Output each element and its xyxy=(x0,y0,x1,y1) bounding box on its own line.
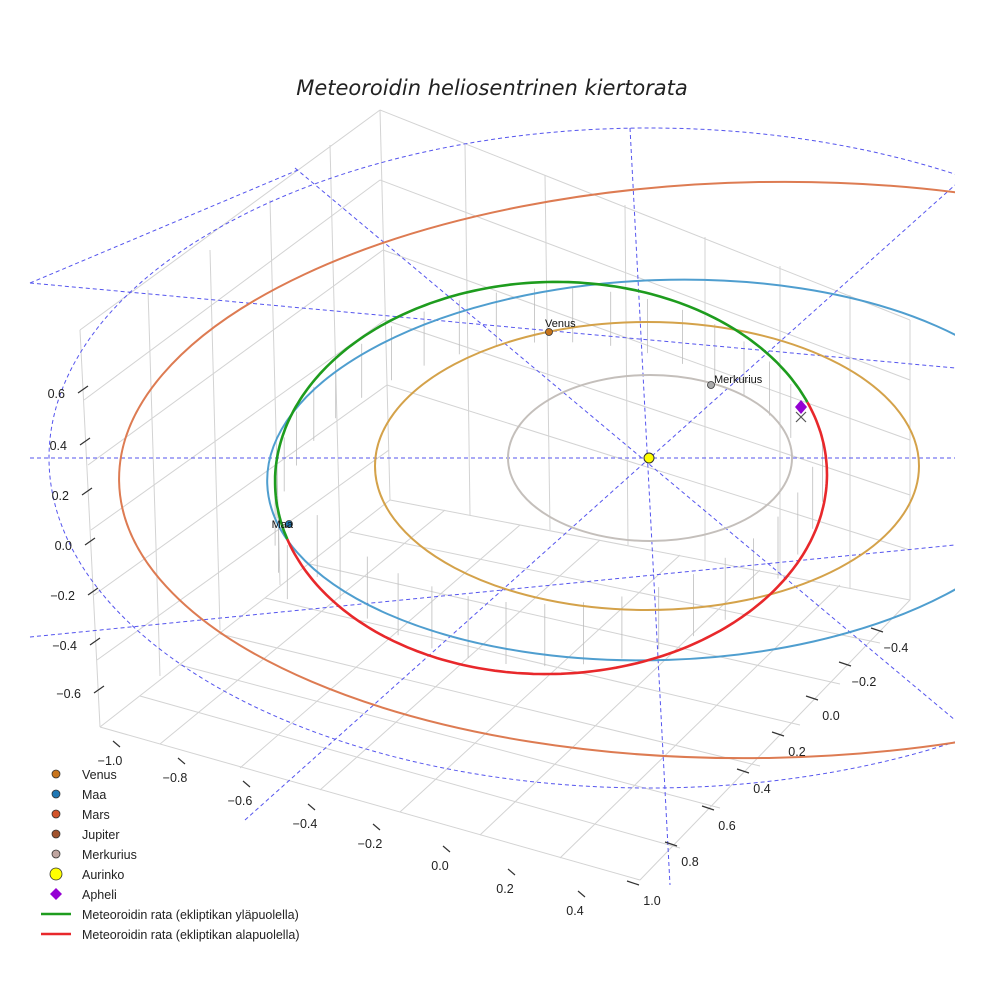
z-tick-mark xyxy=(81,487,93,496)
y-axis-ticks: −0.4 −0.2 0.0 0.2 0.4 0.6 0.8 1.0 xyxy=(626,627,909,908)
ecliptic-line xyxy=(244,184,955,821)
z-tick-label: 0.4 xyxy=(50,439,67,453)
planet-maa xyxy=(285,520,293,528)
legend-label: Meteoroidin rata (ekliptikan alapuolella… xyxy=(82,928,299,942)
x-tick-label: −0.8 xyxy=(163,771,188,785)
legend-marker xyxy=(51,769,61,779)
y-tick-mark xyxy=(771,731,785,737)
orbit-maa xyxy=(266,278,955,662)
y-tick-label: 0.4 xyxy=(753,782,770,796)
x-tick-mark xyxy=(442,845,451,853)
x-tick-mark xyxy=(177,757,186,765)
z-tick-label: −0.2 xyxy=(50,589,75,603)
x-tick-label: 0.2 xyxy=(496,882,513,896)
ecliptic-plane-grid xyxy=(29,127,955,886)
z-tick-mark xyxy=(79,437,91,446)
y-tick-mark xyxy=(805,695,819,701)
planet-merkurius xyxy=(707,381,715,389)
drop-lines xyxy=(274,288,823,667)
ecliptic-line xyxy=(29,169,299,284)
ecliptic-line xyxy=(29,282,955,369)
x-tick-label: −0.4 xyxy=(293,817,318,831)
y-tick-mark xyxy=(736,768,750,774)
legend-label: Merkurius xyxy=(82,848,137,862)
planet-label: Merkurius xyxy=(714,374,763,386)
y-tick-mark xyxy=(838,661,852,667)
x-tick-mark xyxy=(577,890,586,898)
z-tick-mark xyxy=(77,385,89,394)
z-tick-label: 0.6 xyxy=(48,387,65,401)
chart-title: Meteoroidin heliosentrinen kiertorata xyxy=(296,76,688,100)
ecliptic-line xyxy=(29,544,955,638)
aphelion-cross-marker xyxy=(795,411,807,423)
orbit-mars xyxy=(118,180,955,760)
z-tick-label: −0.6 xyxy=(56,687,81,701)
ecliptic-outer-ring xyxy=(48,127,955,789)
sun-marker xyxy=(643,452,655,464)
legend-marker xyxy=(51,789,61,799)
meteoroid-orbit-below xyxy=(286,401,829,676)
meteoroid-orbit xyxy=(273,280,829,676)
bodies: Venus Maa Merkurius xyxy=(272,318,807,531)
legend-marker xyxy=(51,849,61,859)
planet-label: Venus xyxy=(545,318,576,330)
z-tick-label: 0.0 xyxy=(55,539,72,553)
x-tick-mark xyxy=(307,803,316,811)
legend-label: Apheli xyxy=(82,888,117,902)
meteoroid-orbit-above xyxy=(273,280,809,540)
legend: Venus Maa Mars Jupiter Merkurius Aurinko Aphel… xyxy=(41,768,299,942)
axes-grid xyxy=(79,109,911,881)
y-tick-label: 0.6 xyxy=(718,819,735,833)
planet-orbits xyxy=(118,180,955,760)
x-tick-label: 0.4 xyxy=(566,904,583,918)
x-tick-mark xyxy=(112,740,121,748)
x-tick-label: −0.2 xyxy=(358,837,383,851)
z-tick-label: −0.4 xyxy=(52,639,77,653)
z-tick-mark xyxy=(84,537,96,546)
ecliptic-line xyxy=(629,127,671,886)
x-tick-label: −1.0 xyxy=(98,754,123,768)
z-tick-label: 0.2 xyxy=(52,489,69,503)
orbit-venus xyxy=(374,321,920,611)
legend-marker xyxy=(51,809,61,819)
legend-label: Meteoroidin rata (ekliptikan yläpuolella… xyxy=(82,908,299,922)
x-tick-mark xyxy=(242,780,251,788)
x-tick-mark xyxy=(507,868,516,876)
planet-label: Maa xyxy=(272,519,294,531)
y-tick-mark xyxy=(870,627,884,633)
y-tick-label: 0.0 xyxy=(822,709,839,723)
y-tick-label: 1.0 xyxy=(643,894,660,908)
y-tick-mark xyxy=(664,841,678,847)
legend-label: Mars xyxy=(82,808,110,822)
z-tick-mark xyxy=(89,637,101,646)
y-tick-mark xyxy=(701,805,715,811)
z-tick-mark xyxy=(87,587,99,596)
planet-venus xyxy=(545,328,553,336)
ecliptic-line xyxy=(294,167,955,721)
y-tick-label: −0.4 xyxy=(884,641,909,655)
x-tick-mark xyxy=(372,823,381,831)
x-tick-label: −0.6 xyxy=(228,794,253,808)
aphelion-marker xyxy=(795,400,807,414)
legend-label: Aurinko xyxy=(82,868,124,882)
x-tick-label: 0.0 xyxy=(431,859,448,873)
legend-label: Venus xyxy=(82,768,117,782)
z-tick-mark xyxy=(93,685,105,694)
legend-marker xyxy=(51,829,61,839)
legend-marker xyxy=(49,867,63,881)
z-axis-ticks: 0.6 0.4 0.2 0.0 −0.2 −0.4 −0.6 xyxy=(48,385,105,701)
y-tick-label: 0.2 xyxy=(788,745,805,759)
orbit-merkurius xyxy=(507,374,793,542)
y-tick-mark xyxy=(626,880,640,886)
y-tick-label: −0.2 xyxy=(852,675,877,689)
legend-label: Maa xyxy=(82,788,106,802)
legend-marker xyxy=(50,888,62,900)
legend-label: Jupiter xyxy=(82,828,120,842)
x-axis-ticks: −1.0 −0.8 −0.6 −0.4 −0.2 0.0 0.2 0.4 xyxy=(98,740,586,918)
y-tick-label: 0.8 xyxy=(681,855,698,869)
